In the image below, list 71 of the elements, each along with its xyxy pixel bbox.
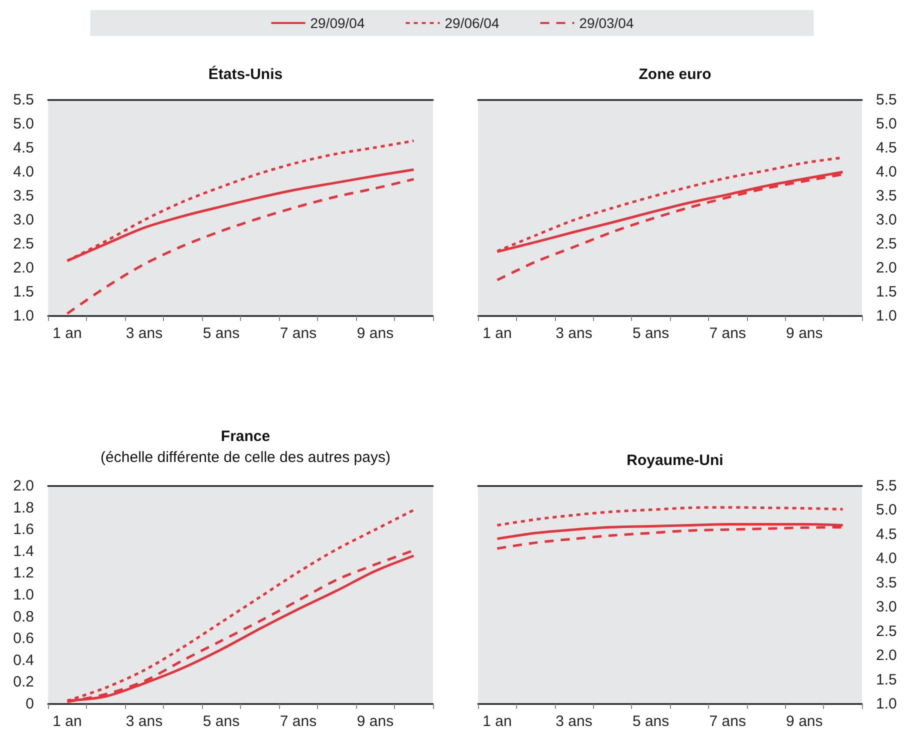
y-tick-label: 5.0: [876, 502, 897, 519]
chart-title: États-Unis: [208, 65, 283, 83]
x-tick-label: 7 ans: [709, 325, 746, 342]
y-tick-label: 0: [26, 696, 34, 712]
y-tick-label: 1.5: [13, 284, 34, 300]
y-tick-label: 3.0: [13, 212, 34, 228]
y-tick-label: 5.5: [13, 92, 34, 108]
y-tick-label: 3.5: [876, 574, 897, 592]
y-tick-label: 4.5: [13, 140, 34, 156]
x-tick-label: 7 ans: [709, 713, 746, 730]
y-tick-label: 2.5: [876, 236, 897, 252]
y-tick-label: 2.5: [876, 622, 897, 640]
line-series: [496, 506, 844, 526]
x-tick-label: 1 an: [52, 325, 82, 342]
x-tick-label: 3 ans: [556, 325, 592, 342]
x-tick-label: 5 ans: [202, 713, 240, 730]
y-tick-label: 3.5: [876, 188, 897, 204]
x-tick-label: 9 ans: [786, 713, 823, 730]
y-tick-label: 3.5: [13, 188, 34, 204]
x-tick-label: 1 an: [52, 713, 82, 730]
y-tick-label: 4.5: [876, 526, 897, 543]
y-tick-label: 1.0: [876, 696, 897, 712]
x-tick-label: 1 an: [482, 325, 512, 342]
y-tick-label: 4.0: [13, 164, 34, 180]
x-tick-label: 9 ans: [786, 325, 823, 342]
legend-label: 29/03/04: [579, 15, 634, 31]
x-tick-label: 5 ans: [632, 713, 670, 730]
chart-title: Zone euro: [638, 66, 712, 83]
x-tick-label: 9 ans: [356, 713, 394, 730]
y-tick-label: 1.8: [13, 499, 34, 516]
x-tick-label: 3 ans: [126, 713, 163, 730]
y-tick-label: 5.0: [876, 116, 897, 132]
y-tick-label: 4.0: [876, 550, 897, 568]
x-tick-label: 5 ans: [202, 325, 240, 342]
x-tick-label: 1 an: [482, 713, 512, 730]
y-tick-label: 1.2: [13, 564, 34, 582]
y-tick-label: 3.0: [876, 212, 897, 228]
y-tick-label: 1.5: [876, 284, 897, 300]
y-tick-label: 5.0: [13, 116, 34, 132]
x-tick-label: 5 ans: [632, 325, 670, 342]
y-tick-label: 2.0: [876, 260, 897, 276]
chart-subtitle: (échelle différente de celle des autres pays): [100, 449, 390, 466]
line-series: [66, 178, 415, 315]
y-tick-label: 2.0: [13, 478, 34, 494]
y-tick-label: 4.0: [876, 164, 897, 180]
x-tick-label: 7 ans: [280, 713, 317, 730]
y-tick-label: 0.2: [13, 674, 34, 691]
y-tick-label: 2.0: [13, 260, 34, 276]
y-tick-label: 1.4: [13, 542, 34, 560]
chart-title: France: [220, 428, 270, 445]
chart-title: Royaume-Uni: [626, 452, 724, 469]
y-tick-label: 3.0: [876, 598, 897, 616]
y-tick-label: 1.6: [13, 521, 34, 538]
y-tick-label: 2.5: [13, 236, 34, 252]
y-tick-label: 5.5: [876, 478, 897, 494]
x-tick-label: 9 ans: [356, 325, 394, 342]
y-tick-label: 1.0: [13, 308, 34, 324]
x-tick-label: 3 ans: [556, 713, 592, 730]
y-tick-label: 2.0: [876, 647, 897, 664]
legend-label: 29/09/04: [310, 15, 365, 31]
y-tick-label: 1.0: [876, 308, 897, 324]
y-tick-label: 0.8: [13, 608, 34, 626]
y-tick-label: 4.5: [876, 140, 897, 156]
x-tick-label: 7 ans: [280, 325, 317, 342]
y-tick-label: 1.5: [876, 671, 897, 688]
y-tick-label: 1.0: [13, 586, 34, 604]
y-tick-label: 5.5: [876, 92, 897, 108]
y-tick-label: 0.6: [13, 630, 34, 648]
legend-label: 29/06/04: [444, 15, 500, 31]
y-tick-label: 0.4: [13, 652, 34, 669]
x-tick-label: 3 ans: [126, 325, 163, 342]
